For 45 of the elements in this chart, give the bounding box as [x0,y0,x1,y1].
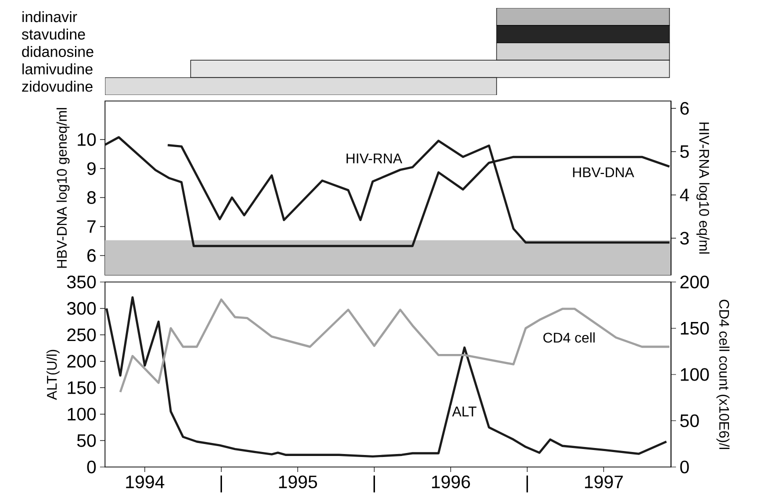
x-tick-label: 1997 [585,476,623,488]
y-tick-label: 50 [77,434,96,447]
x-tick-label: 1995 [279,476,318,488]
y-tick-label: 350 [67,276,96,288]
series-label: HIV-RNA [346,154,402,164]
y-tick-label: 200 [67,354,96,368]
y-tick-label: 100 [68,408,96,421]
y-tick-label: didanosine [22,46,94,57]
line-series [105,296,668,458]
y2-tick-label: 50 [680,414,699,428]
y-tick-label: stavudine [22,28,85,40]
y2-axis-title: CD4 cell count (x10E6)/l [716,300,730,450]
series-label: CD4 cell [543,332,595,343]
y-tick-label: 7 [87,220,96,233]
line-series [105,136,671,248]
y-tick-label: 9 [87,162,96,175]
y2-tick-label: 200 [680,276,709,288]
y-tick-label: 6 [87,249,96,262]
y-tick-label: 8 [87,191,96,204]
y2-tick-label: 150 [680,322,709,335]
y-tick-label: indinavir [22,11,78,22]
y-axis-title: HBV-DNA log10 geneq/ml [56,108,70,268]
y2-tick-label: 3 [680,232,689,245]
y2-tick-label: 100 [680,368,709,381]
y2-tick-label: 5 [680,145,689,158]
x-tick-label: | [526,476,528,492]
series-label: HBV-DNA [573,168,634,178]
y2-tick-label: 0 [680,460,689,474]
y-tick-label: 0 [87,460,96,474]
x-tick-label: | [374,476,375,492]
y-tick-label: zidovudine [22,80,92,92]
y-tick-label: 250 [67,328,96,342]
x-tick-label: 1996 [432,476,470,488]
y2-tick-label: 4 [680,188,690,202]
series-label: ALT [452,406,476,416]
y-tick-label: 150 [68,381,96,394]
x-tick-label: | [220,476,222,492]
y-tick-label: lamivudine [22,63,92,74]
x-tick-label: 1994 [126,476,164,488]
y-axis-title: ALT(U/l) [46,350,60,400]
y-tick-label: 300 [67,302,96,315]
y-tick-label: 10 [78,133,96,146]
line-series [119,298,671,394]
y2-tick-label: 6 [680,102,689,115]
y2-axis-title: HIV-RNA log10 eq/ml [696,122,710,254]
